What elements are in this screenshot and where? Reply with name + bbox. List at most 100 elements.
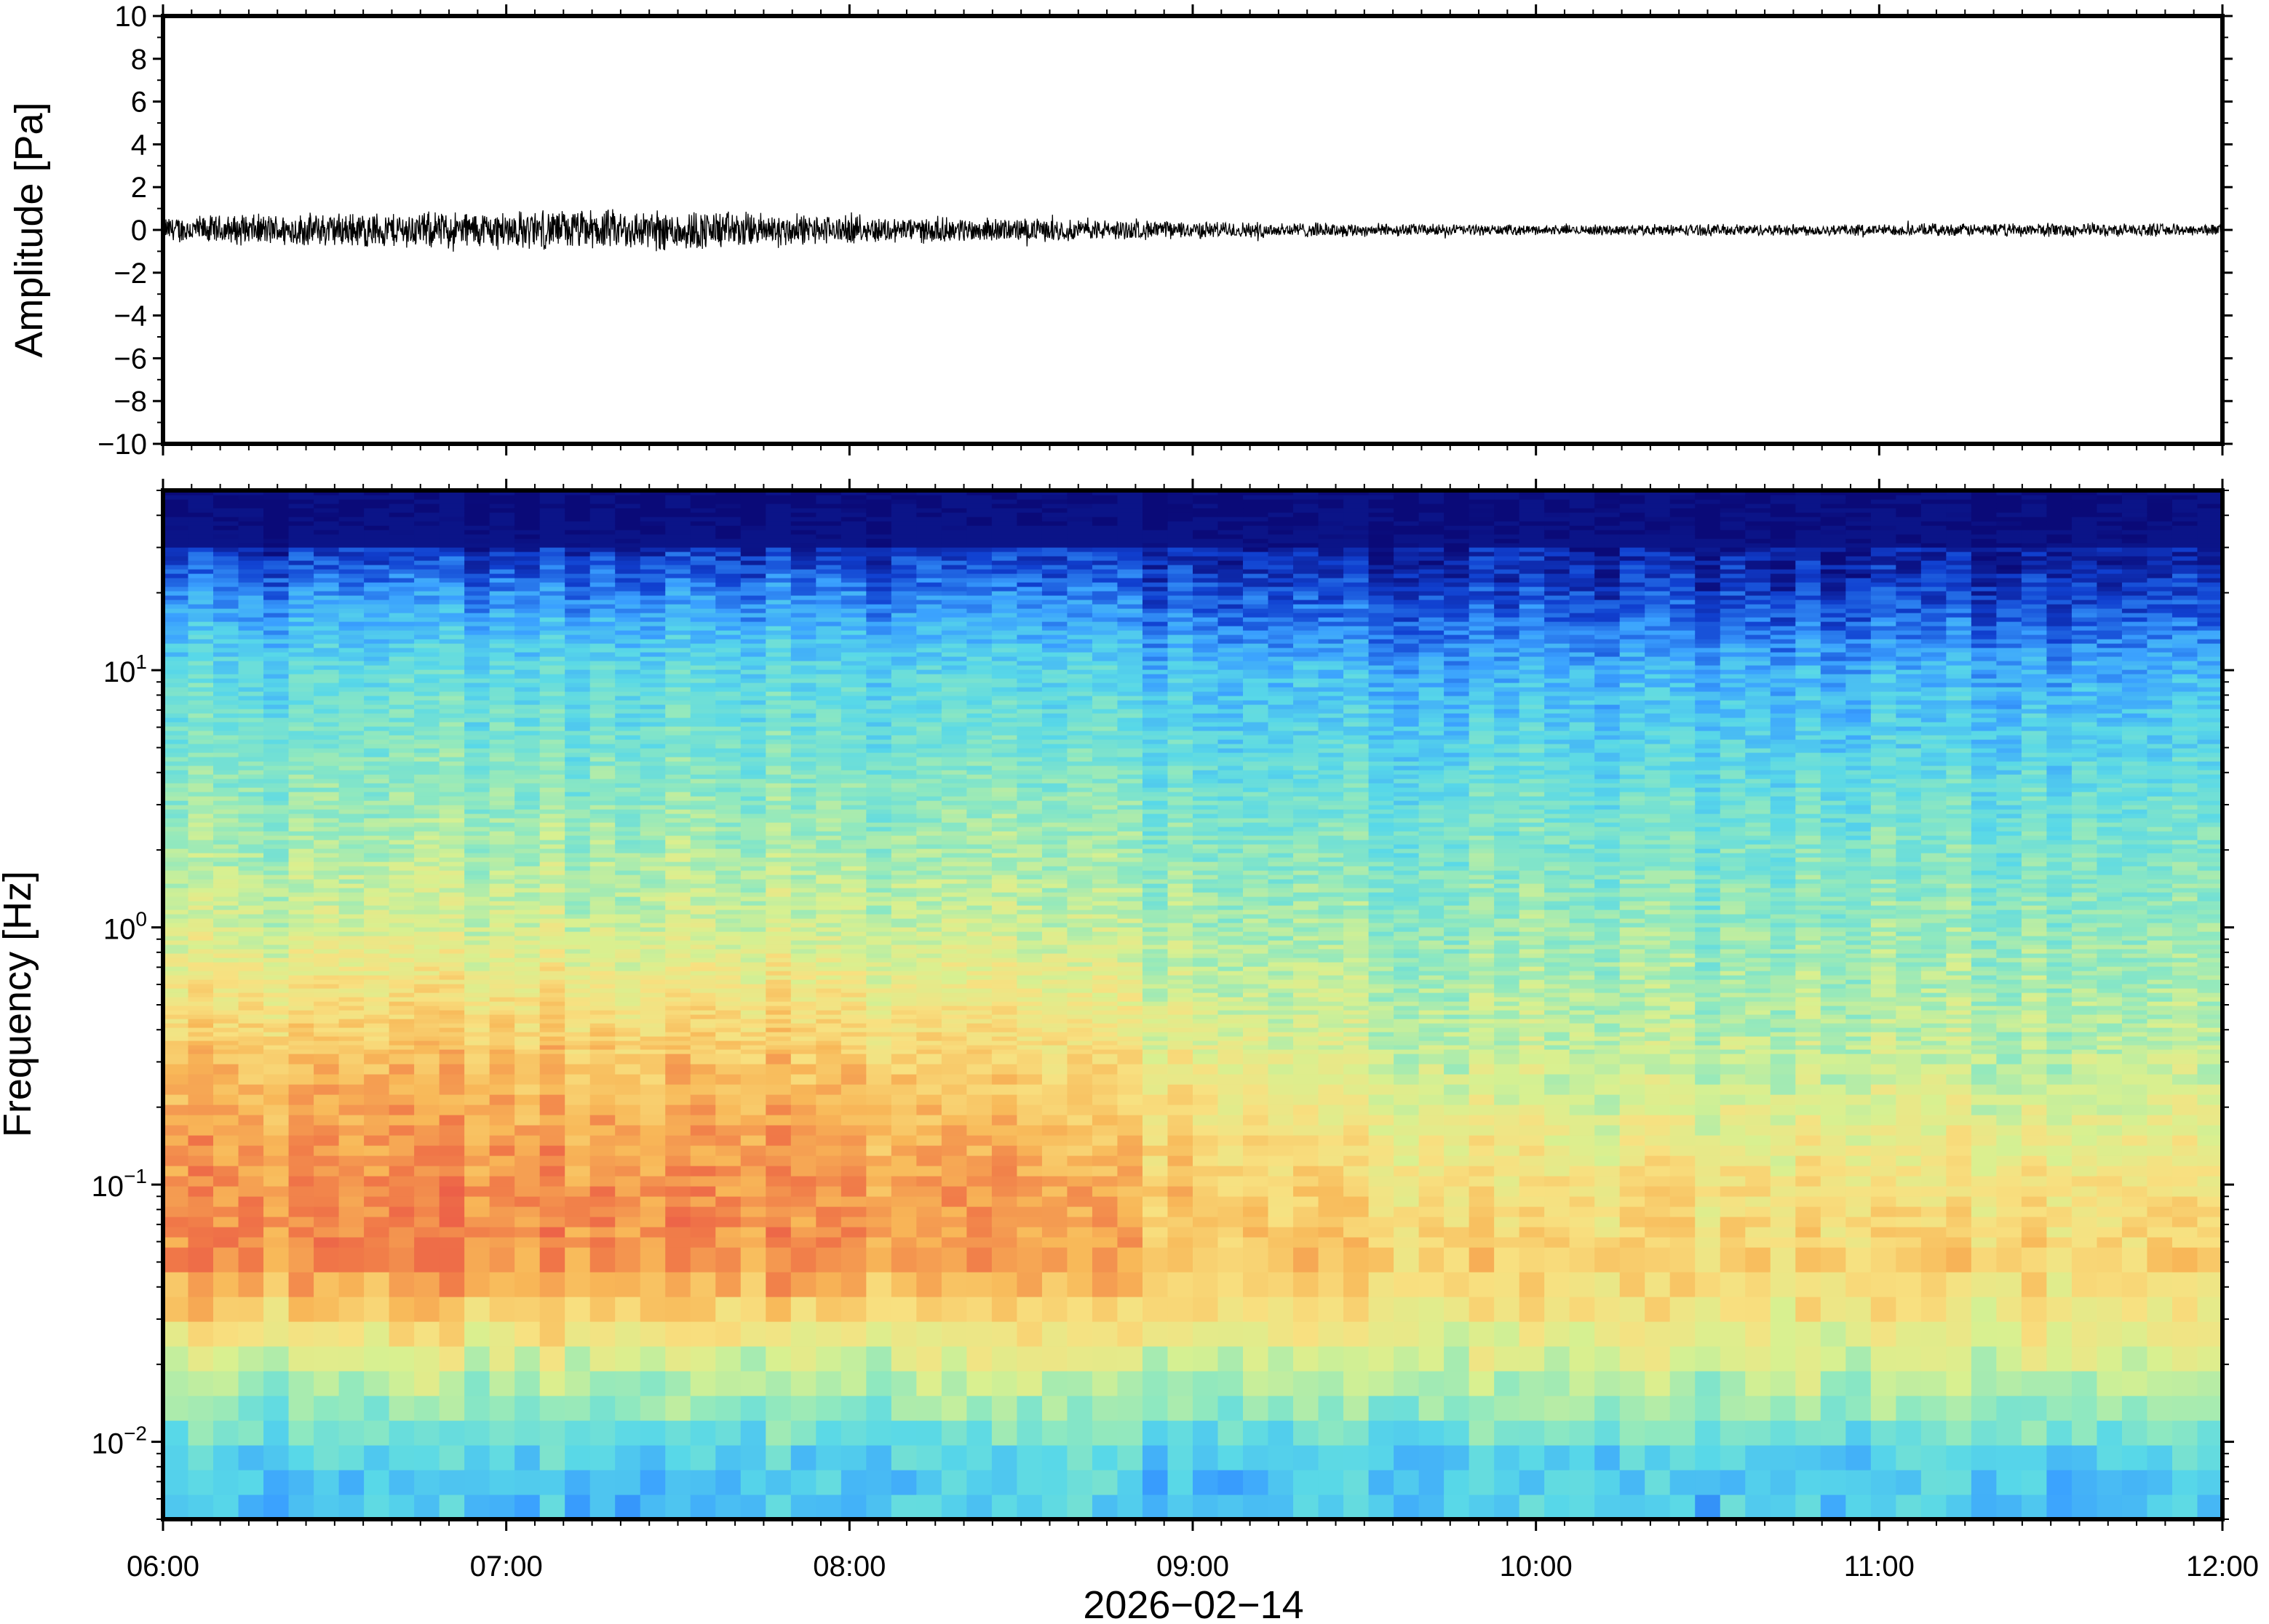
spectrogram-cell	[188, 923, 214, 928]
spectrogram-cell	[389, 997, 415, 1002]
spectrogram-cell	[514, 521, 541, 526]
spectrogram-cell	[314, 538, 340, 544]
spectrogram-cell	[414, 931, 440, 936]
spectrogram-cell	[640, 748, 666, 753]
spectrogram-cell	[288, 700, 314, 705]
spectrogram-cell	[514, 552, 541, 557]
spectrogram-cell	[514, 1023, 541, 1028]
spectrogram-cell	[690, 704, 716, 709]
spectrogram-cell	[539, 1297, 565, 1322]
spectrogram-cell	[314, 1064, 340, 1075]
spectrogram-cell	[213, 800, 239, 805]
spectrogram-cell	[766, 844, 792, 849]
spectrogram-cell	[163, 696, 189, 701]
spectrogram-cell	[816, 765, 842, 771]
spectrogram-cell	[589, 944, 616, 950]
spectrogram-cell	[766, 1032, 792, 1037]
spectrogram-cell	[640, 809, 666, 814]
spectrogram-cell	[238, 739, 264, 744]
spectrogram-cell	[766, 1027, 792, 1032]
spectrogram-cell	[489, 517, 515, 522]
spectrogram-cell	[389, 717, 415, 723]
spectrogram-cell	[389, 927, 415, 932]
spectrogram-cell	[364, 1494, 390, 1519]
spectrogram-cell	[163, 495, 189, 500]
spectrogram-cell	[690, 512, 716, 517]
spectrogram-cell	[565, 1014, 591, 1019]
spectrogram-cell	[665, 1470, 691, 1495]
spectrogram-cell	[489, 779, 515, 784]
spectrogram-cell	[414, 508, 440, 513]
spectrogram-cell	[238, 958, 264, 963]
spectrogram-cell	[389, 617, 415, 622]
spectrogram-cell	[188, 927, 214, 932]
spectrogram-cell	[163, 813, 189, 819]
spectrogram-cell	[539, 966, 565, 971]
spectrogram-cell	[288, 1272, 314, 1297]
spectrogram-cell	[213, 709, 239, 714]
spectrogram-cell	[338, 552, 365, 557]
spectrogram-cell	[715, 1036, 742, 1041]
spectrogram-cell	[263, 1135, 290, 1146]
spectrogram-cell	[766, 870, 792, 875]
spectrogram-cell	[364, 831, 390, 836]
spectrogram-cell	[690, 1371, 716, 1396]
spectrogram-cell	[565, 1155, 591, 1166]
spectrogram-cell	[790, 1125, 816, 1136]
spectrogram-cell	[891, 1023, 917, 1028]
spectrogram-cell	[514, 997, 541, 1002]
spectrogram-cell	[489, 800, 515, 805]
spectrogram-cell	[715, 992, 742, 998]
spectrogram-cell	[514, 1237, 541, 1248]
spectrogram-cell	[314, 591, 340, 596]
spectrogram-cell	[740, 1155, 766, 1166]
spectrogram-cell	[288, 595, 314, 600]
spectrogram-cell	[740, 800, 766, 805]
spectrogram-cell	[841, 831, 867, 836]
spectrogram-cell	[489, 1237, 515, 1248]
spectrogram-cell	[489, 503, 515, 509]
spectrogram-cell	[213, 534, 239, 539]
spectrogram-cell	[364, 779, 390, 784]
spectrogram-cell	[514, 569, 541, 574]
spectrogram-cell	[288, 892, 314, 897]
spectrogram-cell	[263, 656, 290, 661]
spectrogram-cell	[188, 595, 214, 600]
spectrogram-cell	[665, 1125, 691, 1136]
spectrogram-cell	[841, 905, 867, 910]
spectrogram-cell	[188, 1094, 214, 1105]
spectrogram-cell	[238, 512, 264, 517]
spectrogram-cell	[816, 796, 842, 801]
spectrogram-cell	[715, 1206, 742, 1217]
spectrogram-cell	[891, 861, 917, 867]
spectrogram-cell	[439, 661, 465, 666]
spectrogram-cell	[565, 652, 591, 657]
spectrogram-cell	[766, 827, 792, 832]
spectrogram-cell	[489, 691, 515, 696]
spectrogram-cell	[389, 958, 415, 963]
spectrogram-cell	[841, 979, 867, 984]
spectrogram-cell	[263, 1247, 290, 1273]
spectrogram-cell	[514, 966, 541, 971]
spectrogram-cell	[389, 600, 415, 605]
spectrogram-cell	[439, 643, 465, 648]
spectrogram-cell	[615, 678, 641, 683]
spectrogram-cell	[238, 1045, 264, 1050]
spectrogram-cell	[338, 757, 365, 762]
spectrogram-cell	[489, 984, 515, 989]
spectrogram-cell	[414, 704, 440, 709]
spectrogram-cell	[489, 613, 515, 618]
spectrogram-cell	[263, 752, 290, 757]
spectrogram-cell	[615, 866, 641, 871]
spectrogram-cell	[514, 1247, 541, 1273]
spectrogram-cell	[389, 1470, 415, 1495]
spectrogram-cell	[539, 905, 565, 910]
spectrogram-cell	[238, 687, 264, 692]
spectrogram-cell	[489, 1176, 515, 1187]
spectrogram-cell	[238, 534, 264, 539]
spectrogram-cell	[464, 1115, 490, 1126]
waveform-frame	[161, 14, 2225, 446]
spectrogram-cell	[213, 608, 239, 613]
spectrogram-cell	[163, 556, 189, 561]
spectrogram-cell	[238, 556, 264, 561]
